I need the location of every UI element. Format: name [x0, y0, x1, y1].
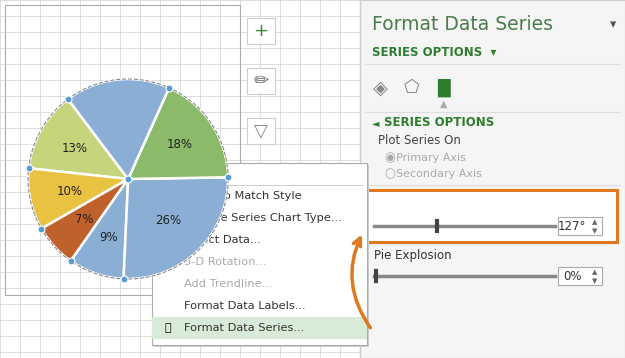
Text: ⬠: ⬠ [404, 79, 420, 97]
Text: Format Data Series: Format Data Series [372, 15, 553, 34]
Text: SERIES OPTIONS  ▾: SERIES OPTIONS ▾ [372, 45, 496, 58]
Bar [5, 5, 240, 295]
Bar [167, 213, 171, 223]
Text: ◄: ◄ [372, 118, 379, 128]
Bar [171, 211, 174, 225]
Bar [154, 165, 369, 347]
Bar [360, 0, 625, 358]
Text: 127°: 127° [558, 219, 586, 232]
Bar [152, 163, 367, 345]
Text: ▲: ▲ [440, 99, 448, 109]
Wedge shape [28, 168, 128, 229]
Text: Select Data...: Select Data... [184, 235, 261, 245]
Text: 9%: 9% [99, 231, 118, 244]
FancyBboxPatch shape [247, 68, 275, 94]
Bar [162, 235, 168, 238]
Bar [163, 214, 166, 222]
Text: 0%: 0% [562, 270, 581, 282]
Bar [162, 239, 168, 242]
Text: SERIES OPTIONS: SERIES OPTIONS [384, 116, 494, 130]
Wedge shape [124, 177, 228, 279]
Text: 26%: 26% [156, 214, 182, 227]
Bar [169, 235, 175, 238]
Text: ▲: ▲ [592, 269, 598, 275]
Text: Secondary Axis: Secondary Axis [396, 169, 482, 179]
Text: 18%: 18% [167, 139, 193, 151]
FancyBboxPatch shape [247, 118, 275, 144]
Text: +: + [254, 22, 269, 40]
FancyBboxPatch shape [365, 190, 617, 242]
Text: 7%: 7% [74, 213, 93, 226]
Text: ▽: ▽ [254, 122, 268, 140]
Bar [169, 243, 175, 246]
Bar [169, 239, 175, 242]
Bar [558, 217, 602, 235]
FancyBboxPatch shape [247, 18, 275, 44]
Wedge shape [68, 79, 169, 179]
Text: ◉: ◉ [384, 151, 395, 164]
Wedge shape [71, 179, 128, 279]
Wedge shape [41, 179, 128, 261]
Text: Primary Axis: Primary Axis [396, 153, 466, 163]
Text: Angle of first slice: Angle of first slice [374, 198, 480, 211]
Text: Plot Series On: Plot Series On [378, 134, 461, 146]
Text: Add Trendline...: Add Trendline... [184, 279, 272, 289]
Wedge shape [29, 99, 128, 179]
Text: Pie Explosion: Pie Explosion [374, 250, 452, 262]
Bar [162, 257, 174, 267]
Text: ✏: ✏ [254, 72, 269, 90]
Text: Reset to Match Style: Reset to Match Style [184, 191, 302, 201]
Wedge shape [128, 88, 228, 179]
Text: Change Series Chart Type...: Change Series Chart Type... [184, 213, 342, 223]
Text: Delete: Delete [184, 169, 221, 179]
Text: ▼: ▼ [592, 228, 598, 234]
Text: ▼: ▼ [592, 278, 598, 284]
Text: ▐▌: ▐▌ [430, 79, 458, 97]
Text: ○: ○ [384, 168, 395, 180]
Text: ↺: ↺ [162, 189, 173, 203]
Bar [152, 317, 367, 339]
Bar [162, 243, 168, 246]
FancyArrowPatch shape [352, 238, 371, 328]
Bar [558, 267, 602, 285]
Text: Format Data Labels...: Format Data Labels... [184, 301, 306, 311]
Text: 3-D Rotation...: 3-D Rotation... [184, 257, 266, 267]
Text: 13%: 13% [61, 142, 88, 155]
Text: 10%: 10% [56, 185, 82, 198]
Text: 🎨: 🎨 [165, 323, 171, 333]
Text: Format Data Series...: Format Data Series... [184, 323, 304, 333]
Text: ▾: ▾ [610, 19, 616, 32]
Text: ◈: ◈ [372, 78, 388, 97]
Text: ▲: ▲ [592, 219, 598, 225]
